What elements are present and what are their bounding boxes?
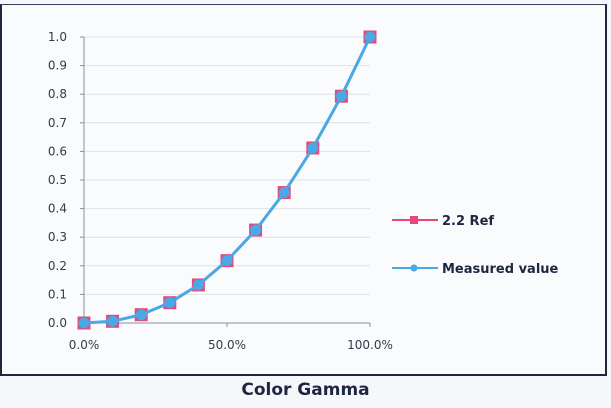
legend-label-measured: Measured value xyxy=(442,262,559,277)
y-tick-label: 0.7 xyxy=(48,116,67,130)
data-point xyxy=(135,309,147,321)
gamma-chart: 0.0 0.1 0.2 0.3 0.4 0.5 0.6 0.7 0.8 0.9 1.0 0.0% 50… xyxy=(48,30,559,352)
data-point xyxy=(107,315,119,327)
data-point xyxy=(221,255,233,267)
y-tick-label: 0.3 xyxy=(48,230,67,244)
y-tick-label: 0.1 xyxy=(48,287,67,301)
legend: 2.2 Ref Measured value xyxy=(392,214,559,277)
y-tick-label: 0.0 xyxy=(48,316,67,330)
y-tick-label: 0.4 xyxy=(48,202,67,216)
y-tick-label: 0.5 xyxy=(48,173,67,187)
legend-label-ref: 2.2 Ref xyxy=(442,214,494,229)
y-tick-label: 0.9 xyxy=(48,59,67,73)
legend-item-measured: Measured value xyxy=(392,262,559,277)
x-tick-label: 0.0% xyxy=(69,338,100,352)
square-marker-icon xyxy=(410,216,418,224)
data-point xyxy=(78,317,90,329)
x-tick-label: 100.0% xyxy=(347,338,393,352)
chart-caption: Color Gamma xyxy=(241,380,370,400)
data-point xyxy=(335,90,347,102)
y-tick-label: 1.0 xyxy=(48,30,67,44)
data-point xyxy=(364,31,376,43)
series-measured xyxy=(78,31,376,329)
axes xyxy=(80,36,371,327)
data-point xyxy=(307,142,319,154)
data-series xyxy=(77,30,377,330)
gridlines xyxy=(84,36,370,295)
x-tick-label: 50.0% xyxy=(208,338,246,352)
y-tick-label: 0.2 xyxy=(48,259,67,273)
y-tick-label: 0.6 xyxy=(48,144,67,158)
circle-marker-icon xyxy=(410,264,418,272)
data-point xyxy=(250,224,262,236)
y-axis-ticks: 0.0 0.1 0.2 0.3 0.4 0.5 0.6 0.7 0.8 0.9 1.0 xyxy=(48,30,67,330)
x-axis-ticks: 0.0% 50.0% 100.0% xyxy=(69,338,393,352)
data-point xyxy=(164,297,176,309)
data-point xyxy=(192,279,204,291)
y-tick-label: 0.8 xyxy=(48,87,67,101)
data-point xyxy=(278,187,290,199)
legend-item-ref: 2.2 Ref xyxy=(392,214,494,229)
